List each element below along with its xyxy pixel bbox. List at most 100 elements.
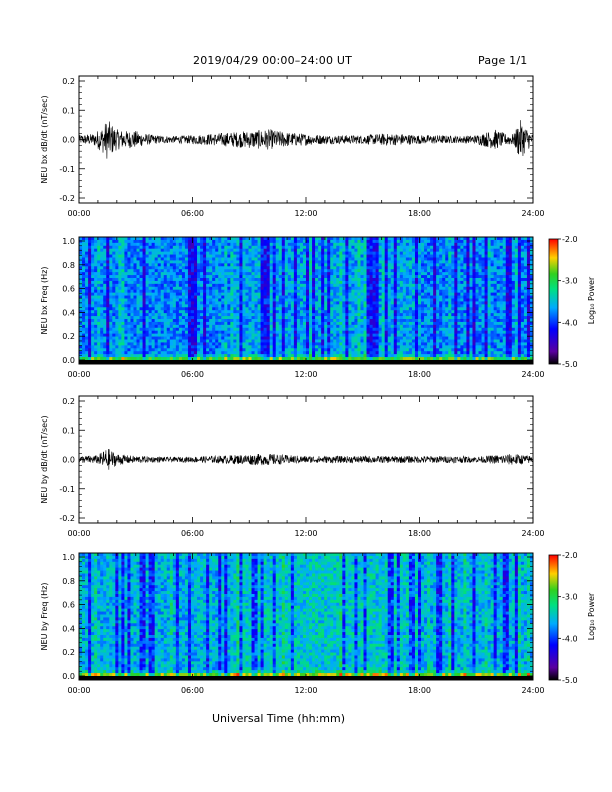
spectrogram-cell [136,237,140,241]
spectrogram-cell [94,245,98,250]
spectrogram-cell [414,263,419,267]
spectrogram-cell [263,289,267,293]
spectrogram-cell [200,278,204,282]
spectrogram-cell [354,239,358,244]
spectrogram-cell [290,319,295,323]
spectrogram-cell [175,330,180,334]
spectrogram-cell [203,242,207,247]
spectrogram-cell [529,269,534,273]
spectrogram-cell [251,272,255,276]
spectrogram-cell [200,242,204,247]
spectrogram-cell [194,330,198,334]
spectrogram-cell [269,245,274,250]
spectrogram-cell [133,286,137,291]
spectrogram-cell [330,248,334,252]
spectrogram-cell [342,295,346,299]
spectrogram-cell [360,324,364,329]
spectrogram-cell [88,324,92,329]
spectrogram-cell [399,301,404,305]
spectrogram-cell [178,313,183,317]
spectrogram-cell [402,289,407,293]
spectrogram-cell [251,263,255,267]
spectrogram-cell [324,254,328,258]
spectrogram-cell [454,251,458,255]
spectrogram-cell [103,313,107,317]
spectrogram-cell [145,266,149,270]
spectrogram-cell [133,324,137,329]
spectrogram-cell [466,316,470,320]
spectrogram-cell [402,292,407,296]
spectrogram-cell [287,313,292,317]
spectrogram-cell [526,310,531,314]
spectrogram-cell [299,237,304,241]
spectrogram-cell [79,330,83,334]
spectrogram-cell [97,242,101,247]
spectrogram-cell [157,310,162,314]
spectrogram-cell [94,283,98,288]
spectrogram-cell [454,310,458,314]
spectrogram-cell [454,242,458,247]
spectrogram-cell [312,242,316,247]
spectrogram-cell [439,269,443,273]
spectrogram-cell [363,289,367,293]
spectrogram-cell [260,278,264,282]
spectrogram-cell [148,251,152,255]
spectrogram-cell [475,324,479,329]
spectrogram-cell [272,289,277,293]
spectrogram-cell [299,321,304,326]
spectrogram-cell [299,289,304,293]
spectrogram-cell [115,239,119,244]
spectrogram-cell [200,298,204,302]
spectrogram-cell [151,266,155,270]
spectrogram-cell [148,321,152,326]
spectrogram-cell [363,280,367,285]
spectrogram-cell [505,310,510,314]
spectrogram-cell [354,254,358,258]
spectrogram-cell [206,298,210,302]
spectrogram-cell [278,330,283,334]
spectrogram-cell [194,263,198,267]
spectrogram-cell [224,251,228,255]
spectrogram-cell [384,269,389,273]
spectrogram-cell [348,242,352,247]
spectrogram-cell [306,260,310,264]
spectrogram-cell [197,239,201,244]
spectrogram-cell [372,310,376,314]
spectrogram-cell [324,283,328,288]
spectrogram-cell [245,319,249,323]
spectrogram-cell [466,239,470,244]
spectrogram-cell [178,239,183,244]
spectrogram-cell [203,275,207,279]
spectrogram-cell [148,275,152,279]
spectrogram-cell [136,298,140,302]
spectrogram-cell [221,289,225,293]
spectrogram-cell [130,286,134,291]
spectrogram-cell [414,272,419,276]
spectrogram-cell [348,239,352,244]
spectrogram-cell [478,319,482,323]
spectrogram-cell [112,254,116,258]
spectrogram-cell [248,327,252,332]
spectrogram-cell [433,292,437,296]
spectrogram-cell [327,304,331,308]
spectrogram-cell [133,269,137,273]
spectrogram-cell [284,272,289,276]
spectrogram-cell [448,292,452,296]
spectrogram-cell [209,280,213,285]
spectrogram-cell [517,292,522,296]
spectrogram-cell [454,316,458,320]
spectrogram-cell [103,275,107,279]
spectrogram-cell [112,319,116,323]
spectrogram-cell [197,263,201,267]
spectrogram-cell [463,245,467,250]
spectrogram-cell [251,254,255,258]
spectrogram-cell [178,316,183,320]
spectrogram-cell [490,292,494,296]
spectrogram-cell [293,324,298,329]
spectrogram-cell [333,292,337,296]
spectrogram-cell [357,307,361,311]
spectrogram-cell [424,272,428,276]
spectrogram-cell [284,275,289,279]
spectrogram-cell [248,254,252,258]
spectrogram-cell [514,278,519,282]
